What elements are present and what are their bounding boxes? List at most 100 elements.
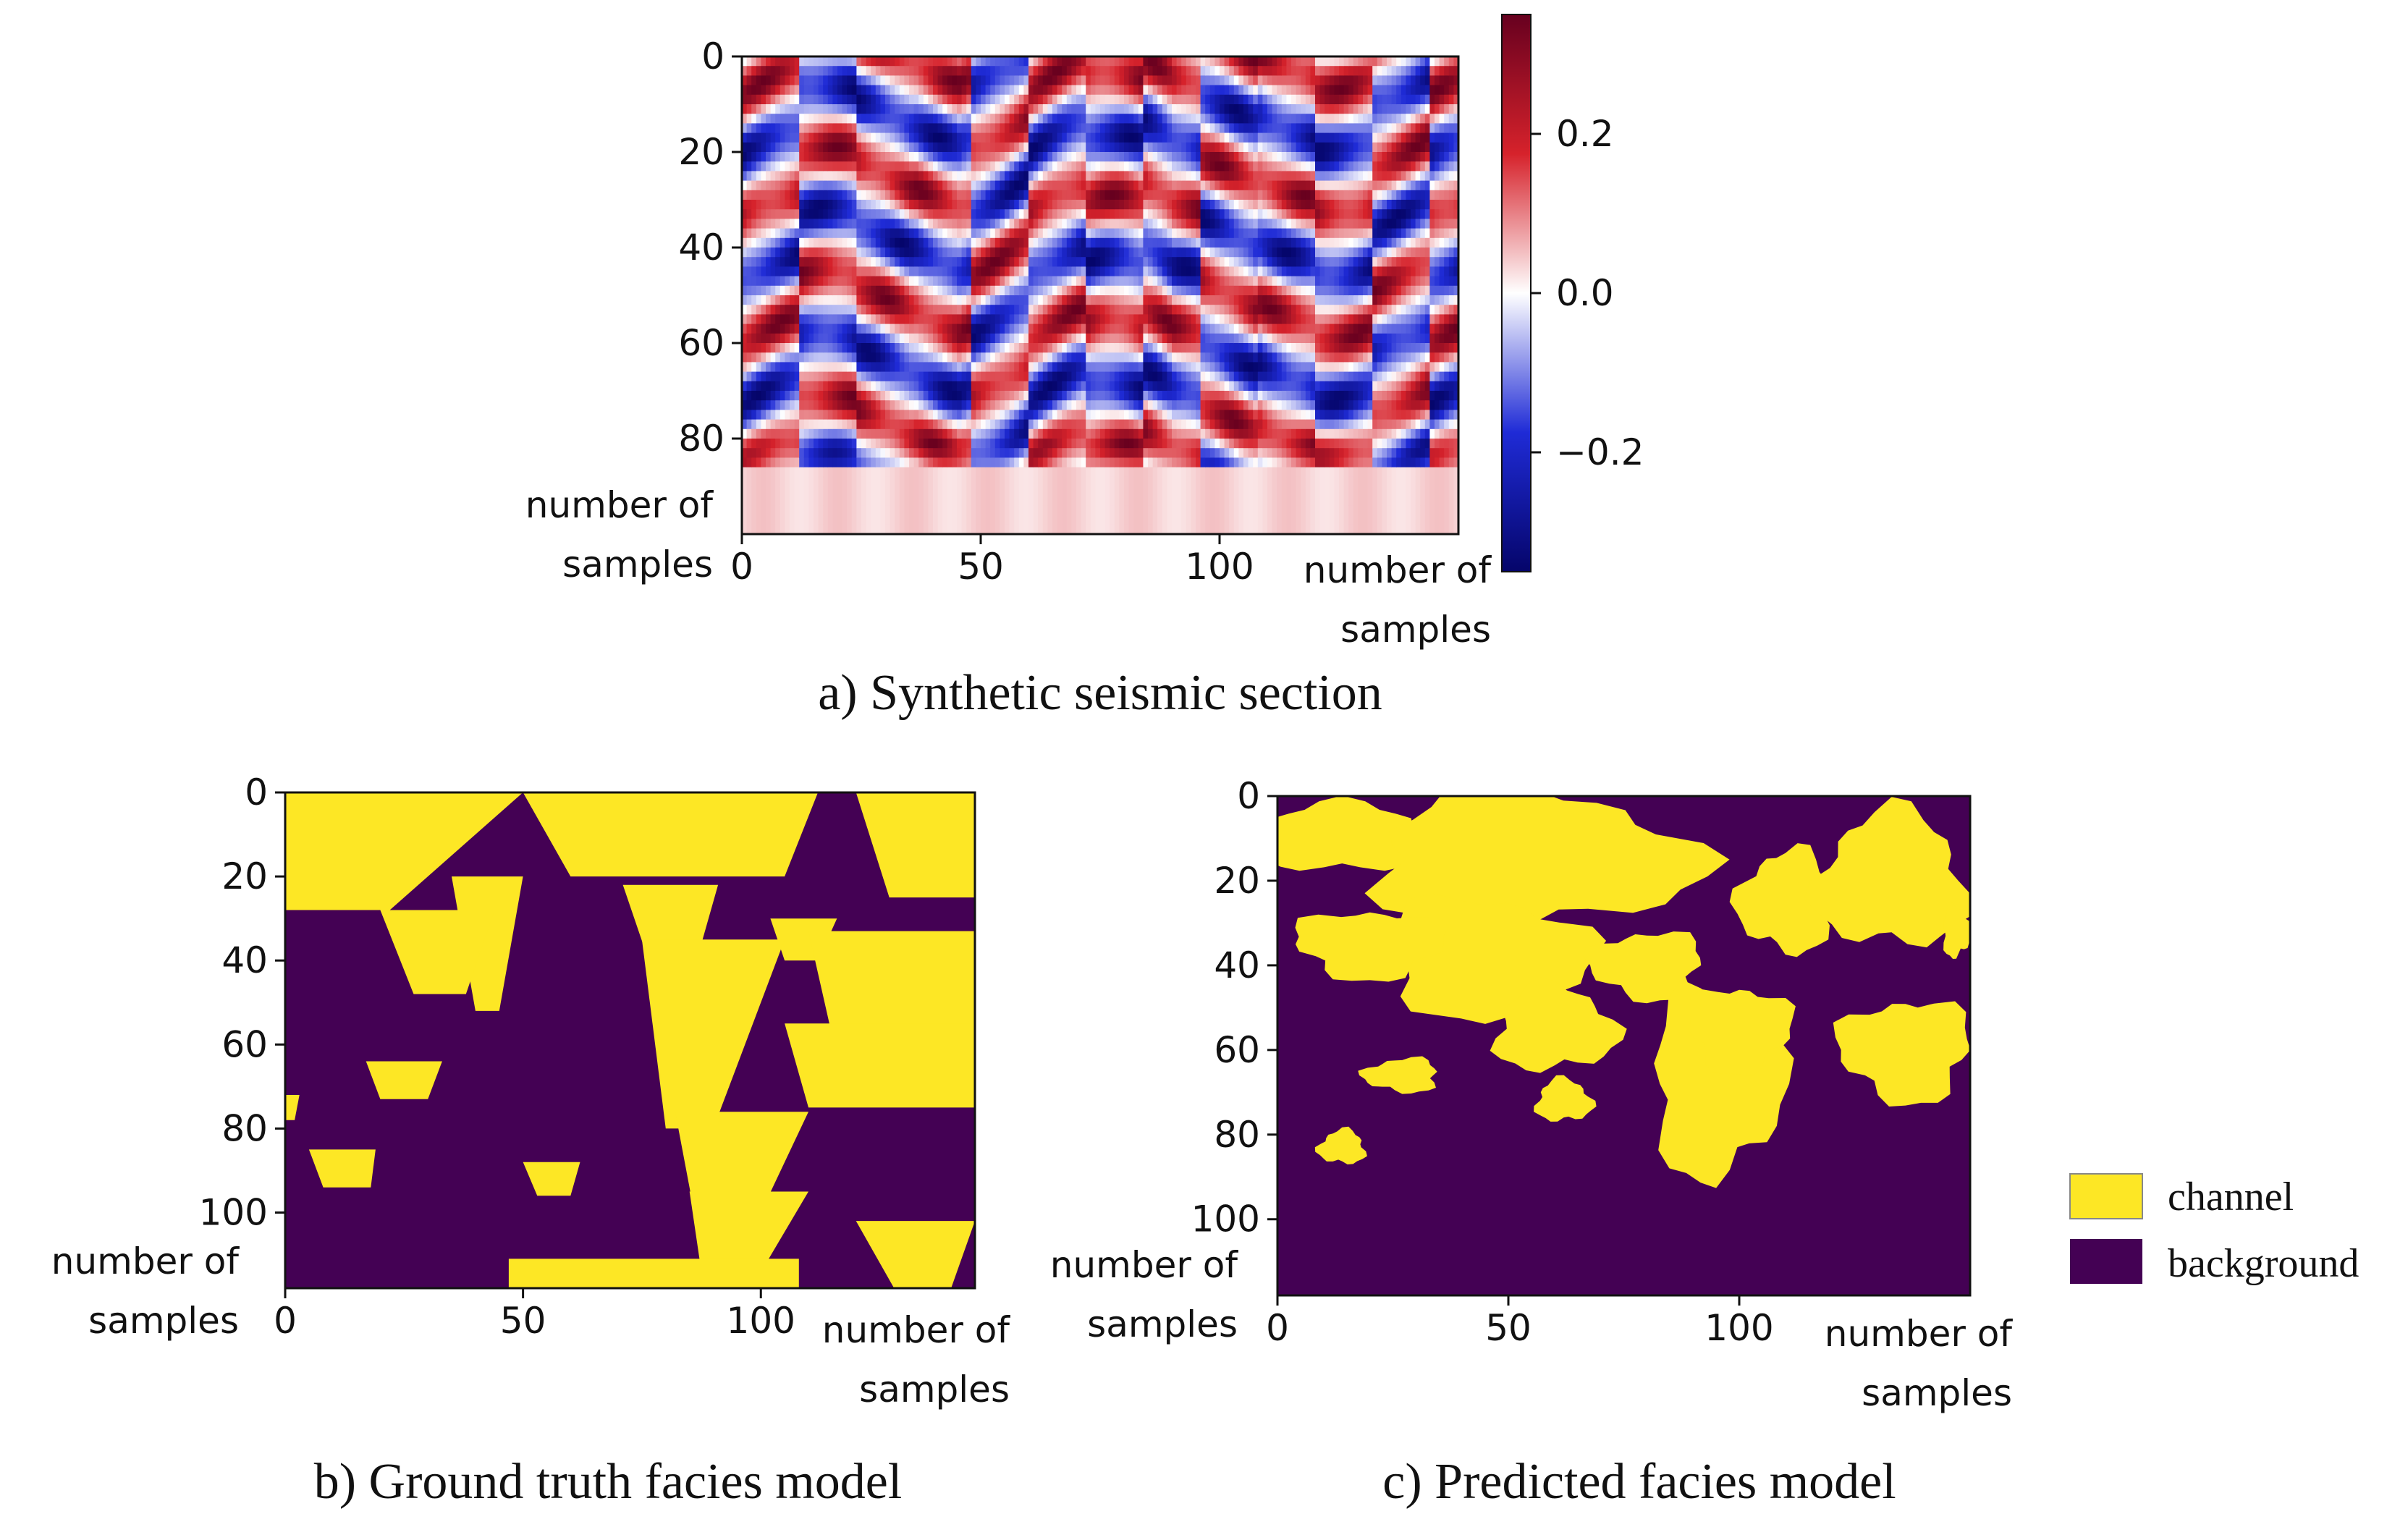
seismic-cell [785, 448, 790, 458]
seismic-cell [942, 476, 948, 487]
seismic-cell [1181, 476, 1187, 487]
seismic-cell [1005, 410, 1010, 420]
seismic-cell [1018, 362, 1024, 373]
seismic-cell [952, 266, 958, 277]
seismic-cell [1052, 467, 1058, 478]
seismic-cell [808, 285, 814, 296]
seismic-cell [1081, 305, 1086, 315]
seismic-cell [851, 152, 857, 162]
seismic-cell [785, 419, 790, 430]
seismic-cell [808, 152, 814, 162]
seismic-cell [1038, 56, 1044, 67]
seismic-cell [799, 439, 805, 449]
seismic-cell [1052, 228, 1058, 239]
seismic-cell [1205, 343, 1211, 353]
seismic-cell [842, 228, 848, 239]
seismic-cell [1095, 114, 1101, 124]
seismic-cell [1042, 132, 1048, 143]
seismic-cell [994, 161, 1000, 172]
seismic-cell [1028, 114, 1034, 124]
seismic-cell [1110, 371, 1115, 382]
seismic-cell [1018, 381, 1024, 392]
seismic-cell [808, 400, 814, 410]
seismic-cell [890, 457, 895, 468]
seismic-cell [947, 323, 952, 334]
seismic-cell [942, 457, 948, 468]
seismic-cell [1196, 257, 1201, 267]
seismic-cell [1047, 314, 1053, 325]
seismic-cell [1033, 94, 1039, 105]
seismic-cell [1057, 114, 1063, 124]
seismic-cell [751, 123, 757, 134]
seismic-cell [799, 515, 805, 525]
seismic-cell [1062, 305, 1068, 315]
seismic-cell [875, 190, 881, 200]
seismic-cell [790, 161, 795, 172]
seismic-cell [985, 524, 991, 534]
seismic-cell [746, 266, 752, 277]
seismic-cell [866, 132, 871, 143]
seismic-cell [818, 476, 824, 487]
seismic-cell [1119, 248, 1125, 258]
seismic-cell [942, 448, 948, 458]
seismic-cell [1209, 104, 1215, 114]
seismic-cell [976, 295, 981, 305]
seismic-cell [1205, 94, 1211, 105]
seismic-cell [1005, 114, 1010, 124]
seismic-cell [1214, 257, 1220, 267]
seismic-cell [742, 524, 748, 534]
seismic-cell [871, 285, 876, 296]
seismic-cell [890, 428, 895, 439]
seismic-cell [1209, 94, 1215, 105]
seismic-cell [928, 457, 934, 468]
seismic-cell [1162, 410, 1167, 420]
seismic-cell [1191, 209, 1196, 219]
seismic-cell [823, 152, 829, 162]
seismic-cell [880, 276, 886, 287]
seismic-cell [961, 257, 967, 267]
seismic-cell [1110, 219, 1115, 229]
seismic-cell [1095, 257, 1101, 267]
seismic-cell [1038, 228, 1044, 239]
seismic-cell [799, 428, 805, 439]
seismic-cell [1124, 333, 1130, 344]
seismic-cell [937, 305, 943, 315]
seismic-cell [1138, 476, 1144, 487]
seismic-cell [770, 524, 776, 534]
seismic-cell [971, 476, 976, 487]
seismic-cell [803, 190, 809, 200]
seismic-cell [1081, 266, 1086, 277]
seismic-cell [923, 123, 929, 134]
seismic-cell [985, 104, 991, 114]
seismic-cell [895, 114, 900, 124]
seismic-cell [933, 142, 939, 153]
seismic-cell [790, 448, 795, 458]
seismic-cell [957, 200, 963, 210]
seismic-cell [923, 219, 929, 229]
seismic-cell [1023, 295, 1029, 305]
seismic-cell [1214, 152, 1220, 162]
seismic-cell [961, 295, 967, 305]
seismic-cell [827, 333, 833, 344]
seismic-cell [794, 371, 800, 382]
seismic-cell [933, 457, 939, 468]
seismic-cell [904, 161, 910, 172]
seismic-cell [1205, 237, 1211, 248]
seismic-cell [1138, 276, 1144, 287]
seismic-cell [1086, 295, 1091, 305]
seismic-cell [957, 439, 963, 449]
seismic-cell [1018, 352, 1024, 363]
seismic-cell [1119, 295, 1125, 305]
seismic-cell [1100, 209, 1106, 219]
seismic-cell [1042, 114, 1048, 124]
seismic-cell [1176, 123, 1182, 134]
seismic-cell [1143, 285, 1149, 296]
seismic-cell [981, 180, 987, 191]
seismic-cell [895, 410, 900, 420]
seismic-cell [775, 257, 781, 267]
seismic-cell [814, 180, 819, 191]
seismic-cell [861, 343, 867, 353]
seismic-cell [1143, 295, 1149, 305]
seismic-cell [1095, 200, 1101, 210]
seismic-cell [875, 266, 881, 277]
